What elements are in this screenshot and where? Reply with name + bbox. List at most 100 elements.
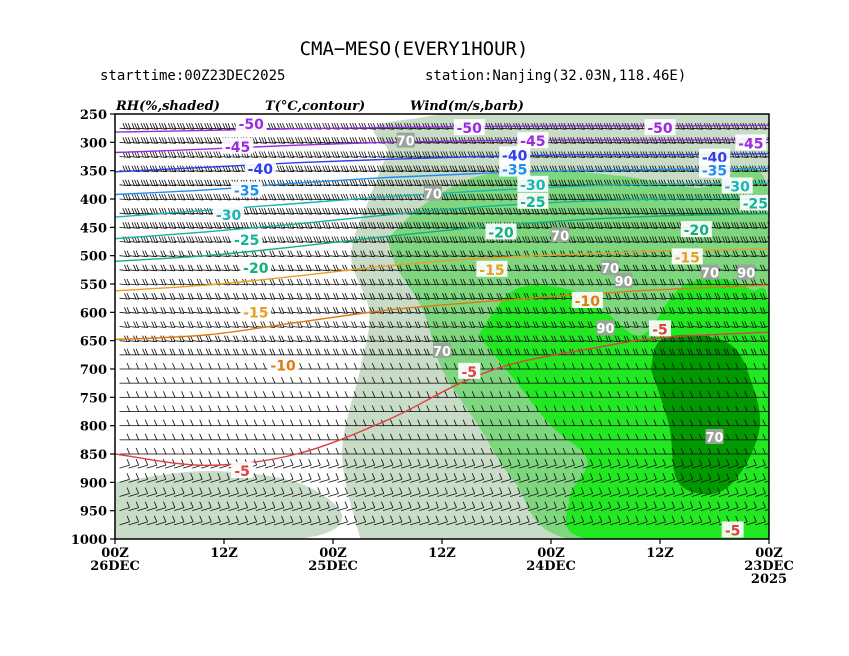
rh-label: 70 bbox=[433, 342, 451, 360]
wind-barb bbox=[201, 179, 213, 187]
y-tick-label: 800 bbox=[80, 420, 107, 435]
temperature-label: -35 bbox=[699, 161, 730, 180]
wind-barb bbox=[491, 208, 504, 215]
legend-temperature: T(°C,contour) bbox=[265, 99, 365, 114]
wind-barb bbox=[410, 123, 422, 130]
wind-barb bbox=[437, 123, 449, 130]
y-tick-label: 950 bbox=[80, 505, 107, 520]
y-axis: 250 300 350 400 450 500 550 600 650 700 750 800 850 9… bbox=[71, 108, 115, 548]
y-tick-label: 750 bbox=[80, 391, 107, 406]
wind-barb bbox=[264, 193, 277, 201]
wind-barb bbox=[392, 179, 404, 187]
wind-barb bbox=[691, 208, 704, 215]
wind-barb bbox=[174, 123, 186, 130]
wind-barb bbox=[664, 208, 676, 215]
x-tick-label: 24DEC bbox=[526, 559, 576, 574]
y-tick-label: 600 bbox=[80, 306, 107, 321]
wind-barb bbox=[419, 165, 431, 173]
wind-barb bbox=[673, 179, 685, 187]
y-tick-label: 350 bbox=[80, 165, 107, 180]
wind-barb bbox=[628, 165, 640, 173]
wind-barb bbox=[473, 179, 486, 187]
wind-barb bbox=[146, 123, 159, 130]
rh-label: 90 bbox=[737, 264, 755, 282]
wind-barb bbox=[392, 151, 404, 158]
temperature-label: -20 bbox=[485, 223, 517, 241]
wind-barb bbox=[737, 123, 749, 130]
wind-barb bbox=[310, 208, 322, 215]
rh-label: 70 bbox=[424, 185, 442, 202]
wind-barb bbox=[192, 123, 204, 130]
temperature-label: -15 bbox=[476, 260, 508, 279]
wind-barb bbox=[273, 193, 286, 201]
wind-barb bbox=[473, 193, 486, 201]
wind-barb bbox=[528, 208, 540, 215]
wind-barb bbox=[155, 123, 168, 130]
temperature-label: -25 bbox=[517, 192, 549, 211]
station-label: station:Nanjing(32.03N,118.46E) bbox=[425, 68, 686, 84]
wind-barb bbox=[137, 179, 150, 187]
temperature-label: -30 bbox=[517, 175, 549, 194]
wind-barb bbox=[464, 208, 477, 215]
wind-barb bbox=[310, 179, 322, 187]
wind-barb bbox=[446, 165, 458, 173]
temperature-label: -20 bbox=[680, 221, 712, 239]
wind-barb bbox=[401, 179, 413, 187]
wind-barb bbox=[337, 165, 349, 173]
wind-barb bbox=[637, 208, 649, 215]
wind-barb bbox=[764, 165, 769, 172]
temperature-label: -30 bbox=[213, 205, 245, 224]
temperature-label: -25 bbox=[739, 194, 769, 213]
wind-barb bbox=[128, 137, 140, 144]
wind-barb bbox=[137, 208, 150, 215]
wind-barb bbox=[246, 208, 259, 215]
wind-barb bbox=[364, 208, 377, 215]
wind-barb bbox=[255, 137, 268, 144]
wind-barb bbox=[382, 179, 395, 187]
wind-barb bbox=[482, 208, 495, 215]
wind-barb bbox=[346, 208, 358, 215]
wind-barb bbox=[301, 193, 313, 201]
wind-barb bbox=[273, 137, 286, 144]
wind-barb bbox=[419, 151, 431, 158]
chart-title: CMA−MESO(EVERY1HOUR) bbox=[300, 38, 529, 60]
temperature-label: -10 bbox=[571, 292, 603, 310]
wind-barb bbox=[319, 137, 331, 144]
temperature-label: -25 bbox=[231, 230, 263, 249]
temperature-label: -5 bbox=[649, 320, 671, 338]
legend-rh: RH(%,shaded) bbox=[115, 99, 220, 114]
wind-barb bbox=[410, 179, 422, 187]
wind-barb bbox=[764, 179, 769, 186]
wind-barb bbox=[183, 137, 195, 144]
temperature-label: -35 bbox=[231, 181, 263, 200]
temperature-label: -15 bbox=[671, 248, 703, 266]
wind-barb bbox=[155, 193, 168, 201]
wind-barb bbox=[591, 193, 604, 201]
wind-barb bbox=[201, 222, 213, 229]
wind-barb bbox=[174, 179, 186, 187]
temperature-label: -45 bbox=[735, 134, 767, 152]
x-tick-label: 2025 bbox=[751, 572, 787, 587]
x-tick-label: 12Z bbox=[210, 546, 238, 561]
temperature-label: -30 bbox=[721, 177, 753, 196]
rh-label: 70 bbox=[705, 429, 724, 446]
temperature-label: -50 bbox=[644, 119, 676, 137]
wind-barb-layer bbox=[119, 123, 769, 526]
temperature-label: -50 bbox=[453, 119, 485, 137]
x-tick-label: 25DEC bbox=[308, 559, 358, 574]
rh-label: 70 bbox=[551, 227, 569, 244]
wind-barb bbox=[337, 151, 349, 158]
wind-barb bbox=[619, 208, 631, 215]
wind-barb bbox=[501, 179, 513, 187]
x-tick-label: 12Z bbox=[428, 546, 456, 561]
wind-barb bbox=[328, 151, 340, 158]
wind-barb bbox=[582, 208, 595, 215]
wind-barb bbox=[428, 165, 440, 173]
temperature-label: -5 bbox=[231, 462, 254, 480]
wind-barb bbox=[437, 137, 449, 144]
temperature-label: -20 bbox=[240, 259, 272, 277]
wind-barb bbox=[119, 137, 131, 144]
wind-barb bbox=[455, 208, 467, 215]
wind-barb bbox=[337, 137, 349, 144]
